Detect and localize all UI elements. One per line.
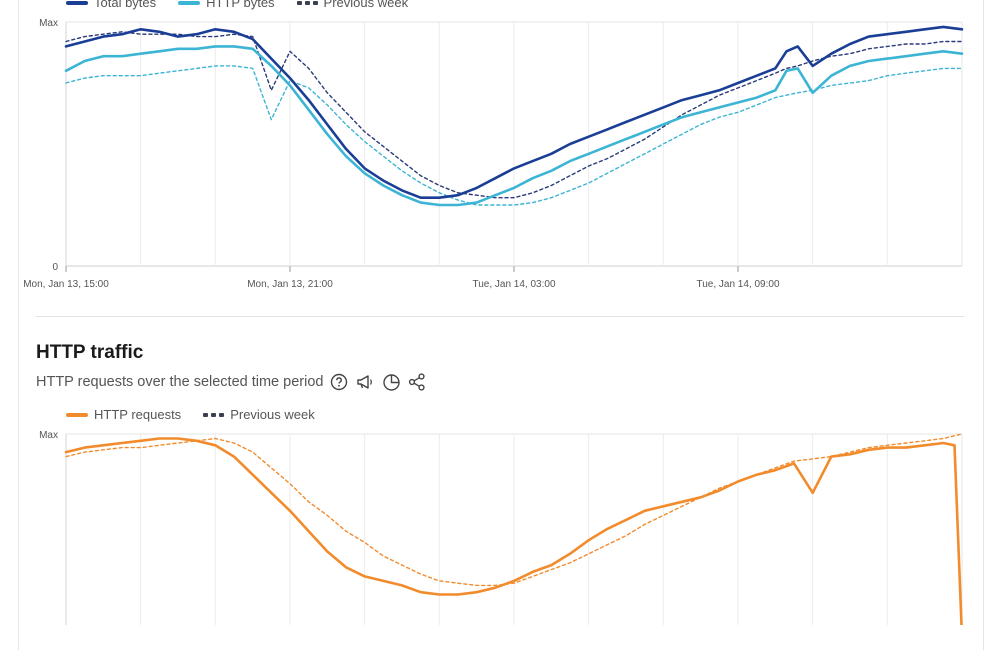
x-tick-label: Tue, Jan 14, 09:00 (696, 279, 779, 290)
help-icon[interactable] (329, 372, 349, 392)
legend-swatch (66, 0, 88, 5)
http-requests-chart: Max (39, 430, 963, 625)
section-divider (36, 316, 964, 317)
legend-swatch (178, 0, 201, 5)
chart2-legend: HTTP requests Previous week (66, 407, 315, 422)
legend-label: HTTP bytes (206, 0, 275, 10)
http-requests-line (64, 437, 963, 625)
legend-item-http-bytes[interactable]: HTTP bytes (178, 0, 275, 10)
pie-chart-icon[interactable] (381, 372, 401, 392)
section-subtitle-row: HTTP requests over the selected time per… (36, 372, 427, 392)
dashboard-panel (18, 0, 984, 650)
legend-item-previous-week[interactable]: Previous week (296, 0, 409, 10)
http-bytes-line (64, 45, 964, 207)
x-tick-label: Mon, Jan 13, 15:00 (23, 279, 109, 290)
legend-label: Previous week (230, 407, 315, 422)
x-tick-label: Tue, Jan 14, 03:00 (472, 279, 555, 290)
total-bytes-line (64, 25, 964, 199)
x-tick-label: Mon, Jan 13, 21:00 (247, 279, 333, 290)
legend-swatch (203, 412, 225, 417)
chart1-legend: Total bytes HTTP bytes Previous week (66, 0, 408, 10)
legend-item-previous-week[interactable]: Previous week (203, 407, 315, 422)
previous-week-line (65, 433, 963, 587)
y-tick-label: Max (39, 18, 58, 29)
y-tick-label: Max (39, 430, 58, 441)
y-tick-label: 0 (52, 262, 58, 273)
legend-item-total-bytes[interactable]: Total bytes (66, 0, 156, 10)
legend-item-http-requests[interactable]: HTTP requests (66, 407, 181, 422)
legend-swatch (296, 0, 318, 5)
section-title: HTTP traffic (36, 342, 144, 363)
bandwidth-chart: Max 0 Mon, Jan 13, 15:00 Mon, Jan 13, 21:00… (23, 18, 964, 290)
section-subtitle: HTTP requests over the selected time per… (36, 374, 324, 390)
legend-label: Previous week (323, 0, 409, 10)
legend-label: HTTP requests (94, 407, 182, 422)
legend-swatch (66, 412, 88, 417)
megaphone-icon[interactable] (355, 372, 375, 392)
legend-label: Total bytes (94, 0, 157, 10)
share-icon[interactable] (407, 372, 427, 392)
